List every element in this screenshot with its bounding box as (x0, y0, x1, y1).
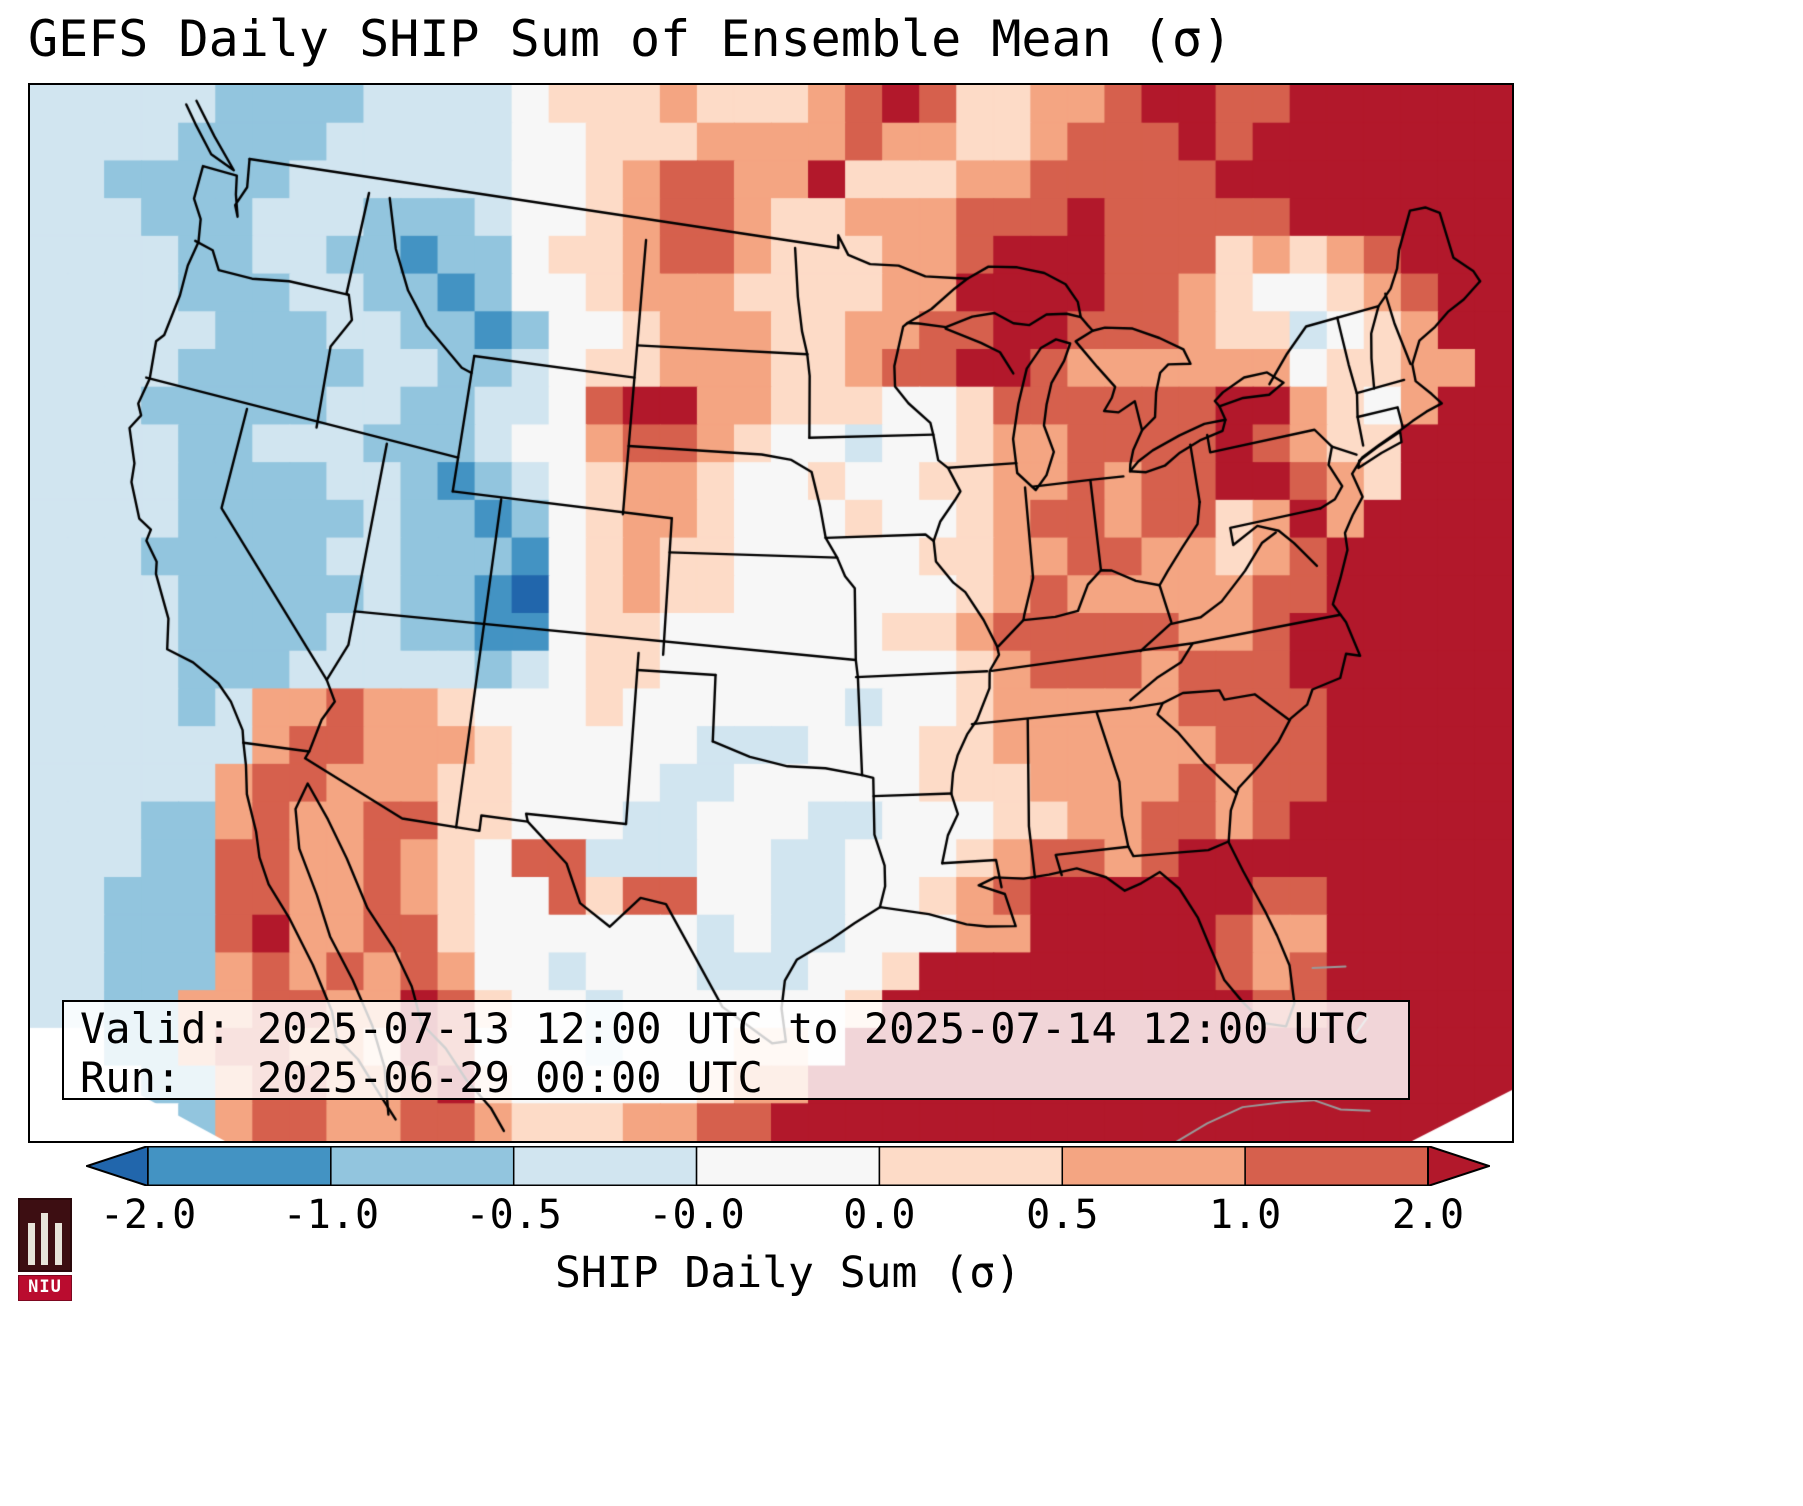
plot-title: GEFS Daily SHIP Sum of Ensemble Mean (σ) (28, 10, 1233, 68)
niu-logo: NIU (18, 1198, 76, 1301)
info-valid-line: Valid: 2025-07-13 12:00 UTC to 2025-07-1… (80, 1004, 1370, 1053)
colorbar (83, 1144, 1493, 1188)
colorbar-tick-label: 2.0 (1391, 1192, 1465, 1238)
colorbar-axis-label: SHIP Daily Sum (σ) (555, 1248, 1021, 1298)
colorbar-tick-label: -0.0 (648, 1192, 745, 1238)
colorbar-tick-labels: -2.0 -1.0 -0.5 -0.0 0.0 0.5 1.0 2.0 (0, 1192, 1803, 1242)
colorbar-tick-label: 1.0 (1208, 1192, 1282, 1238)
colorbar-tick-label: -1.0 (282, 1192, 380, 1238)
info-box: Valid: 2025-07-13 12:00 UTC to 2025-07-1… (62, 1000, 1410, 1102)
colorbar-tick-label: -2.0 (99, 1192, 197, 1238)
colorbar-tick-label: -0.5 (465, 1192, 562, 1238)
colorbar-tick-label: 0.5 (1026, 1192, 1099, 1238)
map-plot-canvas (30, 85, 1512, 1141)
colorbar-tick-label: 0.0 (843, 1192, 916, 1238)
map-frame: Valid: 2025-07-13 12:00 UTC to 2025-07-1… (28, 83, 1514, 1143)
colorbar-svg (83, 1144, 1493, 1188)
niu-emblem-icon (18, 1198, 72, 1272)
info-run-line: Run: 2025-06-29 00:00 UTC (80, 1053, 763, 1102)
niu-logo-text: NIU (18, 1275, 72, 1301)
